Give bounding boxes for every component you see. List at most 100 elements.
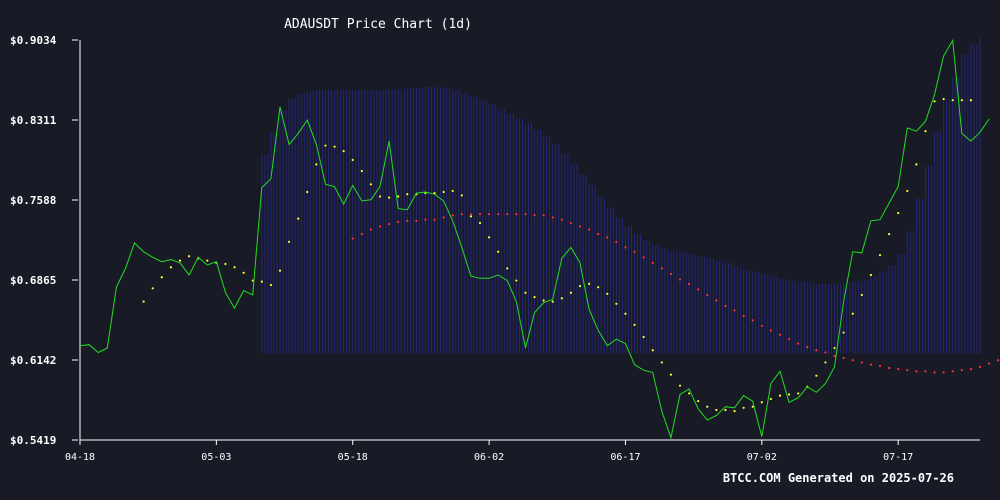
ma-long-point: [797, 342, 800, 345]
x-tick-label: 06-02: [474, 452, 504, 463]
ma-long-point: [387, 223, 391, 226]
ma-long-point: [542, 214, 545, 217]
ma-long-point: [778, 333, 782, 336]
ma-short-point: [715, 408, 718, 412]
ma-short-point: [633, 323, 636, 326]
ma-short-point: [397, 195, 400, 198]
ma-long-point: [842, 356, 845, 360]
ma-long-point: [442, 216, 445, 219]
ma-long-point: [987, 362, 991, 365]
ma-long-point: [669, 272, 673, 276]
ma-long-point: [978, 365, 982, 368]
ma-short-point: [897, 211, 900, 215]
ma-short-point: [497, 250, 500, 253]
ma-short-point: [187, 255, 191, 258]
y-tick-label: $0.7588: [10, 194, 56, 207]
ma-short-point: [742, 406, 745, 409]
ma-short-point: [515, 279, 518, 282]
ma-long-point: [678, 278, 682, 281]
ma-long-point: [551, 216, 554, 219]
ma-short-point: [360, 169, 363, 173]
ma-short-point: [533, 296, 536, 299]
ma-long-point: [524, 213, 527, 216]
ma-short-point: [242, 271, 245, 274]
ma-short-point: [778, 394, 782, 397]
chart-title: ADAUSDT Price Chart (1d): [284, 17, 472, 32]
ma-long-point: [478, 213, 482, 216]
ma-short-point: [315, 163, 318, 166]
x-tick-label: 05-03: [201, 452, 231, 463]
ma-short-point: [560, 297, 563, 300]
ma-short-point: [824, 361, 827, 364]
y-tick-label: $0.8311: [10, 114, 57, 127]
ma-short-point: [915, 163, 918, 166]
ma-long-point: [851, 359, 854, 362]
ma-long-point: [515, 213, 518, 216]
ma-short-point: [333, 145, 336, 148]
ma-short-point: [651, 349, 654, 352]
ma-short-point: [569, 291, 573, 294]
ma-short-point: [587, 282, 591, 285]
ma-short-point: [660, 361, 663, 364]
ma-short-point: [278, 269, 282, 272]
ma-long-point: [487, 213, 491, 216]
ma-short-point: [787, 393, 791, 396]
ma-long-point: [497, 213, 500, 216]
ma-short-point: [751, 405, 754, 408]
ma-short-point: [842, 331, 845, 334]
ma-short-point: [260, 280, 263, 283]
ma-long-point: [606, 236, 609, 239]
ma-short-point: [906, 189, 909, 193]
ma-long-point: [533, 214, 536, 217]
ma-short-point: [478, 221, 482, 225]
ma-short-point: [287, 240, 291, 243]
ma-long-point: [787, 338, 791, 341]
ma-long-point: [415, 219, 418, 222]
ma-short-point: [869, 273, 873, 277]
ma-short-point: [951, 99, 954, 102]
ma-short-point: [506, 267, 509, 270]
ma-short-point: [206, 259, 209, 262]
ma-short-point: [469, 215, 473, 218]
ma-long-point: [933, 371, 936, 374]
ma-long-point: [587, 228, 591, 231]
ma-long-point: [360, 232, 363, 236]
ma-short-point: [851, 312, 854, 315]
ma-short-point: [678, 384, 682, 387]
ma-short-point: [597, 286, 600, 289]
ma-short-point: [524, 291, 527, 294]
x-tick-label: 05-18: [338, 452, 368, 463]
ma-long-point: [378, 225, 382, 228]
ma-short-point: [487, 236, 491, 239]
x-tick-label: 07-02: [747, 452, 777, 463]
ma-long-point: [878, 364, 882, 367]
ma-short-point: [306, 190, 309, 194]
ma-short-point: [297, 217, 300, 220]
ma-long-point: [915, 370, 918, 373]
ma-long-point: [824, 351, 827, 354]
ma-long-point: [751, 319, 754, 322]
ma-short-point: [233, 266, 236, 269]
ma-long-point: [397, 220, 400, 224]
ma-short-point: [760, 401, 763, 404]
ma-long-point: [560, 218, 563, 221]
ma-long-point: [578, 225, 582, 228]
ma-long-point: [969, 367, 973, 371]
ma-short-point: [969, 99, 973, 102]
ma-short-point: [224, 262, 227, 266]
ma-long-point: [897, 367, 900, 371]
ma-long-point: [924, 370, 927, 373]
ma-short-point: [697, 400, 700, 403]
ma-short-point: [442, 190, 445, 194]
ma-short-point: [833, 346, 836, 350]
short-moving-average: [142, 97, 973, 413]
ma-long-point: [660, 267, 663, 270]
ma-long-point: [597, 232, 600, 236]
ma-short-point: [169, 266, 173, 269]
ma-long-point: [615, 240, 618, 243]
ma-long-point: [433, 218, 436, 221]
ma-long-point: [460, 213, 463, 216]
price-line: [79, 38, 990, 440]
